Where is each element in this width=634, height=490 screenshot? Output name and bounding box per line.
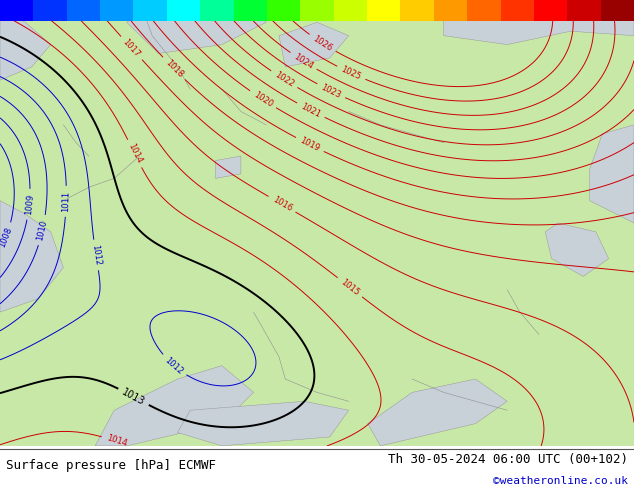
Bar (233, 0, 267, 21)
Polygon shape (444, 0, 634, 45)
Bar (67, 0, 100, 21)
Bar (500, 0, 534, 21)
Polygon shape (590, 125, 634, 223)
Bar (434, 0, 467, 21)
Bar (200, 0, 233, 21)
Polygon shape (0, 9, 51, 80)
Text: 1013: 1013 (120, 387, 146, 407)
Text: 1022: 1022 (273, 70, 295, 89)
Bar (34, 0, 67, 21)
Text: ©weatheronline.co.uk: ©weatheronline.co.uk (493, 476, 628, 486)
Text: 1012: 1012 (163, 355, 184, 376)
Bar (467, 0, 500, 21)
Text: 1024: 1024 (292, 52, 314, 71)
Text: Surface pressure [hPa] ECMWF: Surface pressure [hPa] ECMWF (6, 459, 216, 472)
Bar (100, 0, 134, 21)
Bar (600, 0, 634, 21)
Bar (267, 0, 301, 21)
Bar (333, 0, 367, 21)
Bar (167, 0, 200, 21)
Text: 1021: 1021 (299, 101, 322, 119)
Bar (401, 0, 434, 21)
Polygon shape (545, 223, 609, 276)
Text: 1008: 1008 (0, 225, 14, 248)
Text: 1012: 1012 (90, 244, 102, 266)
Polygon shape (127, 0, 266, 53)
Text: 1014: 1014 (126, 142, 143, 165)
Text: 1025: 1025 (340, 65, 363, 81)
Bar (367, 0, 401, 21)
Polygon shape (216, 156, 241, 178)
Bar (534, 0, 567, 21)
Bar (134, 0, 167, 21)
Text: 1010: 1010 (36, 219, 49, 242)
Text: 1026: 1026 (311, 34, 333, 53)
Polygon shape (0, 201, 63, 312)
Text: 1011: 1011 (61, 191, 71, 212)
Text: 1017: 1017 (121, 37, 142, 59)
Polygon shape (178, 401, 349, 446)
Text: 1014: 1014 (105, 434, 128, 449)
Text: 1019: 1019 (299, 136, 321, 153)
Bar (301, 0, 333, 21)
Text: 1018: 1018 (163, 58, 184, 79)
Polygon shape (279, 22, 349, 67)
Text: 1009: 1009 (24, 194, 35, 215)
Text: 1016: 1016 (271, 195, 294, 214)
Text: 1015: 1015 (339, 277, 361, 297)
Polygon shape (95, 366, 254, 446)
Text: Th 30-05-2024 06:00 UTC (00+102): Th 30-05-2024 06:00 UTC (00+102) (387, 453, 628, 466)
Text: 1023: 1023 (320, 82, 342, 99)
Bar (567, 0, 600, 21)
Text: 1020: 1020 (252, 90, 274, 109)
Bar (0, 0, 34, 21)
Polygon shape (368, 379, 507, 446)
